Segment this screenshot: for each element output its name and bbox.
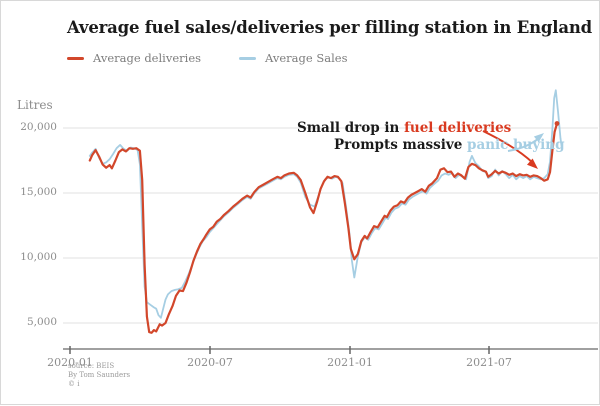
source-line: source: BEIS xyxy=(68,362,115,370)
x-tick-2020-07: 2020-07 xyxy=(187,356,233,369)
sales-swatch-icon xyxy=(239,56,257,60)
x-tick-2020-01: 2020-01 xyxy=(47,356,93,369)
legend-label-sales: Average Sales xyxy=(265,51,348,65)
y-tick-10000: 10,000 xyxy=(20,251,57,263)
publisher-logo: © i xyxy=(68,380,80,388)
annotation-line1-red: fuel deliveries xyxy=(404,120,512,136)
deliveries-line xyxy=(88,122,559,334)
legend-label-deliveries: Average deliveries xyxy=(93,51,202,65)
y-axis-unit-label: Litres xyxy=(17,98,53,112)
deliveries-end-dot xyxy=(554,121,560,126)
legend: Average deliveries Average Sales xyxy=(67,51,347,65)
deliveries-swatch-icon xyxy=(67,56,84,60)
legend-item-sales: Average Sales xyxy=(239,51,347,65)
y-tick-15000: 15,000 xyxy=(20,186,57,198)
red-arrow xyxy=(482,130,538,169)
annotation-line1-black: Small drop in xyxy=(297,120,405,136)
credits: source: BEIS By Tom Saunders © i xyxy=(68,362,130,389)
y-tick-20000: 20,000 xyxy=(20,121,57,133)
gridlines xyxy=(63,127,598,324)
byline: By Tom Saunders xyxy=(68,371,131,379)
x-axis xyxy=(63,346,598,354)
x-tick-2021-01: 2021-01 xyxy=(327,356,373,369)
legend-item-deliveries: Average deliveries xyxy=(67,51,201,65)
annotation-line2-blue: panic buying xyxy=(467,137,565,153)
annotation-line2-black: Prompts massive xyxy=(334,137,468,153)
annotation-line2: Prompts massive panic buying xyxy=(334,137,565,153)
y-tick-5000: 5,000 xyxy=(26,316,57,328)
annotation-line1: Small drop in fuel deliveries xyxy=(297,120,511,136)
blue-arrow xyxy=(507,133,544,152)
chart-title: Average fuel sales/deliveries per fillin… xyxy=(67,18,592,37)
x-tick-2021-07: 2021-07 xyxy=(466,356,512,369)
